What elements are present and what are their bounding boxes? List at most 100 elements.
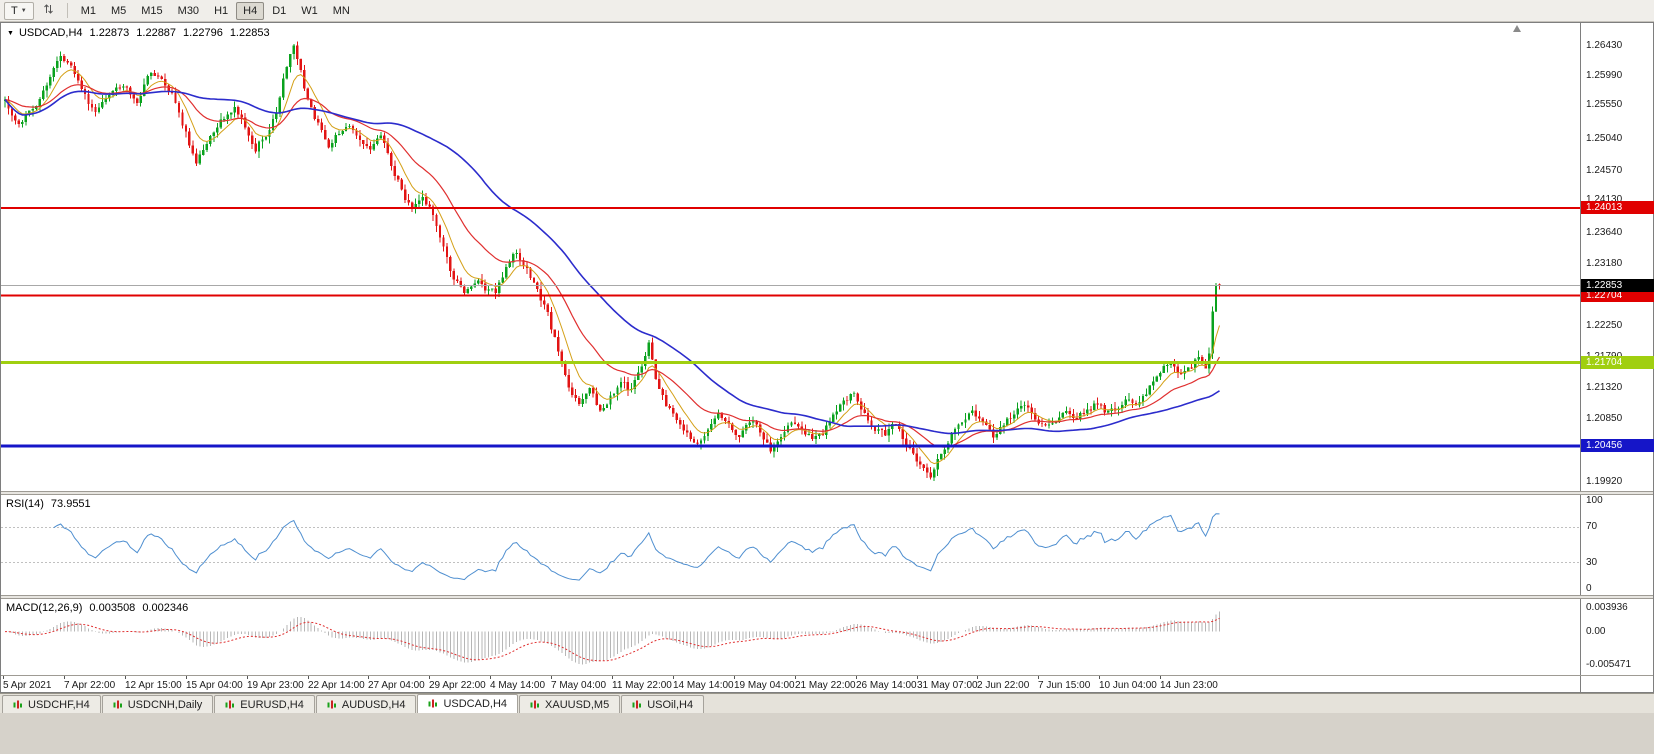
- candlestick-chart-icon: [225, 700, 235, 710]
- time-axis-label: 26 May 14:00: [856, 680, 917, 691]
- time-tick: [856, 676, 857, 679]
- chart-title: ▼ USDCAD,H4 1.22873 1.22887 1.22796 1.22…: [7, 27, 270, 39]
- price-line-badge: 1.20456: [1581, 439, 1654, 452]
- chart-tab-label: USDCAD,H4: [443, 698, 508, 710]
- time-tick: [64, 676, 65, 679]
- time-axis-label: 14 Jun 23:00: [1160, 680, 1218, 691]
- time-axis-label: 15 Apr 04:00: [186, 680, 243, 691]
- quote-low: 1.22796: [183, 27, 223, 39]
- price-axis-label: 1.24570: [1586, 165, 1623, 176]
- rsi-name: RSI(14): [6, 498, 44, 510]
- timeframe-button-d1[interactable]: D1: [272, 4, 287, 17]
- candlestick-chart-canvas[interactable]: [1, 23, 1580, 491]
- chart-window: ▼ USDCAD,H4 1.22873 1.22887 1.22796 1.22…: [0, 22, 1654, 693]
- timeframe-button-m15[interactable]: M15: [141, 4, 163, 17]
- price-axis-label: 1.25550: [1586, 99, 1623, 110]
- top-toolbar: T ▼ M1 M5 M15 M30 H1 H4 D1 W1 MN: [0, 0, 1654, 22]
- price-axis-label: 1.19920: [1586, 476, 1623, 487]
- timeframe-button-w1[interactable]: W1: [301, 4, 318, 17]
- time-tick: [429, 676, 430, 679]
- templates-button[interactable]: T ▼: [4, 1, 34, 20]
- candlestick-chart-icon: [632, 700, 642, 710]
- time-tick: [1038, 676, 1039, 679]
- time-tick: [917, 676, 918, 679]
- macd-main-value: 0.003508: [89, 602, 136, 614]
- candlestick-chart-icon: [327, 700, 337, 710]
- pane-splitter[interactable]: [1, 491, 1653, 495]
- timeframe-button-m1[interactable]: M1: [80, 4, 96, 17]
- macd-pane[interactable]: MACD(12,26,9) 0.003508 0.002346: [1, 599, 1580, 675]
- price-line-badge: 1.21704: [1581, 356, 1654, 369]
- time-axis-label: 14 May 14:00: [673, 680, 734, 691]
- price-scale[interactable]: 1.26430 1.25990 1.25550 1.25040 1.24570 1.241…: [1580, 23, 1654, 692]
- time-axis-label: 19 May 04:00: [734, 680, 795, 691]
- candlestick-chart-icon: [113, 700, 123, 710]
- time-tick: [368, 676, 369, 679]
- chart-tab-bar: USDCHF,H4 USDCNH,Daily EURUSD,H4 AUDUSD,H4 U…: [0, 693, 1654, 713]
- price-axis-label: 1.20850: [1586, 413, 1623, 424]
- chart-symbol-period: USDCAD,H4: [18, 27, 83, 39]
- price-axis-label: 1.21320: [1586, 382, 1623, 393]
- time-axis-label: 7 Apr 22:00: [64, 680, 116, 691]
- chart-tab-audusd[interactable]: AUDUSD,H4: [315, 695, 417, 713]
- macd-name: MACD(12,26,9): [6, 602, 83, 614]
- price-axis-label: 1.25990: [1586, 70, 1623, 81]
- rsi-chart-canvas[interactable]: [1, 495, 1580, 595]
- time-axis-label: 7 May 04:00: [551, 680, 607, 691]
- chart-tab-label: EURUSD,H4: [240, 698, 304, 711]
- time-axis-label: 19 Apr 23:00: [247, 680, 304, 691]
- scroll-arrows-button[interactable]: [36, 2, 61, 20]
- price-axis-label: 1.22250: [1586, 320, 1623, 331]
- time-tick: [795, 676, 796, 679]
- toolbar-separator: [66, 3, 68, 18]
- chart-shift-marker[interactable]: [1513, 25, 1521, 32]
- macd-axis-label: -0.005471: [1586, 659, 1632, 670]
- rsi-axis-label: 30: [1586, 557, 1598, 568]
- chart-tab-usdcnh[interactable]: USDCNH,Daily: [101, 695, 214, 713]
- macd-axis-label: 0.003936: [1586, 602, 1628, 613]
- current-price-badge: 1.22853: [1581, 279, 1654, 292]
- chart-tab-label: AUDUSD,H4: [341, 698, 406, 711]
- candlestick-chart-icon: [13, 700, 23, 710]
- chart-tab-usdcad[interactable]: USDCAD,H4: [417, 694, 519, 713]
- time-axis-label: 22 Apr 14:00: [308, 680, 365, 691]
- time-axis-label: 11 May 22:00: [612, 680, 672, 691]
- timeframe-buttons: M1 M5 M15 M30 H1 H4 D1 W1 MN: [74, 1, 357, 20]
- time-axis-label: 29 Apr 22:00: [429, 680, 486, 691]
- price-axis-label: 1.26430: [1586, 40, 1623, 51]
- time-tick: [1160, 676, 1161, 679]
- time-tick: [977, 676, 978, 679]
- time-axis-label: 4 May 14:00: [490, 680, 546, 691]
- rsi-value: 73.9551: [50, 498, 91, 510]
- price-axis-label: 1.23180: [1586, 258, 1623, 269]
- time-tick: [3, 676, 4, 679]
- time-tick: [734, 676, 735, 679]
- rsi-label: RSI(14) 73.9551: [6, 498, 91, 510]
- chart-tab-label: USDCNH,Daily: [127, 698, 203, 711]
- pane-splitter[interactable]: [1, 595, 1653, 599]
- rsi-axis-label: 100: [1586, 495, 1603, 506]
- chart-tab-eurusd[interactable]: EURUSD,H4: [214, 695, 315, 713]
- macd-axis-label: 0.00: [1586, 626, 1606, 637]
- timeframe-button-m30[interactable]: M30: [177, 4, 200, 17]
- macd-chart-canvas[interactable]: [1, 599, 1580, 675]
- scroll-arrows-icon: [43, 3, 54, 18]
- chart-tab-label: USOil,H4: [647, 698, 694, 711]
- chevron-down-icon: ▼: [20, 7, 27, 14]
- timeframe-button-m5[interactable]: M5: [110, 4, 127, 17]
- time-axis-label: 2 Jun 22:00: [977, 680, 1030, 691]
- window-background: [0, 713, 1654, 754]
- chart-tab-usdchf[interactable]: USDCHF,H4: [2, 695, 101, 713]
- time-axis-label: 5 Apr 2021: [3, 680, 52, 691]
- time-tick: [247, 676, 248, 679]
- chart-tab-usoil[interactable]: USOil,H4: [621, 695, 705, 713]
- price-axis-label: 1.23640: [1586, 227, 1623, 238]
- timeframe-button-h4[interactable]: H4: [236, 1, 265, 20]
- timeframe-button-mn[interactable]: MN: [332, 4, 350, 17]
- price-pane[interactable]: ▼ USDCAD,H4 1.22873 1.22887 1.22796 1.22…: [1, 23, 1580, 491]
- chart-tab-xauusd[interactable]: XAUUSD,M5: [519, 695, 621, 713]
- timeframe-button-h1[interactable]: H1: [214, 4, 229, 17]
- time-scale[interactable]: 5 Apr 2021 7 Apr 22:00 12 Apr 15:00 15 Apr …: [1, 676, 1580, 692]
- rsi-axis-label: 70: [1586, 521, 1598, 532]
- rsi-pane[interactable]: RSI(14) 73.9551: [1, 495, 1580, 595]
